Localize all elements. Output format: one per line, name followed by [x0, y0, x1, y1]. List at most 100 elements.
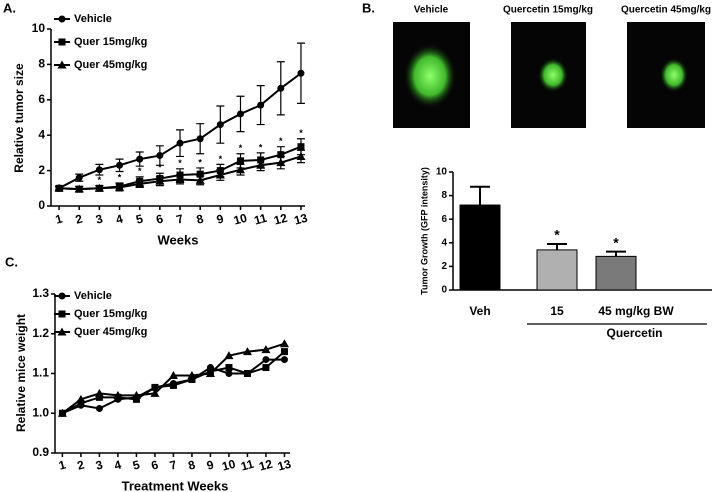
x-tick-label: 6 [150, 457, 160, 472]
significance-mark: * [158, 163, 162, 173]
legend-marker [58, 15, 66, 23]
y-tick-label: 4 [38, 127, 45, 141]
legend-marker [57, 327, 67, 336]
x-tick-label: 3 [94, 211, 104, 226]
legend-marker [57, 60, 67, 69]
bar [459, 204, 501, 291]
marker [136, 155, 144, 163]
bar [595, 255, 637, 291]
y-tick-label: 2 [38, 163, 45, 177]
x-tick-label: 3 [94, 457, 104, 472]
x-tick-label: 8 [195, 211, 205, 226]
y-tick-label: 8 [38, 57, 45, 71]
marker [176, 139, 184, 147]
x-tick-label: 45 mg/kg BW [598, 304, 674, 318]
marker [151, 383, 159, 391]
y-tick-label: 6 [38, 92, 45, 106]
x-tick-label: 12 [257, 457, 274, 474]
x-tick-label: 10 [220, 457, 237, 474]
marker [297, 143, 305, 151]
legend-label: Quer 45mg/kg [74, 326, 147, 338]
x-axis-label: Treatment Weeks [122, 478, 229, 492]
marker [95, 166, 103, 174]
marker [195, 175, 205, 184]
x-tick-label: Veh [469, 304, 490, 318]
x-tick-label: 2 [76, 457, 86, 472]
y-tick-label: 1.2 [32, 326, 49, 340]
x-tick-label: 4 [113, 457, 123, 472]
significance-mark: * [118, 172, 122, 182]
legend-label: Quer 15mg/kg [74, 308, 147, 320]
marker [225, 364, 233, 372]
x-tick-label: 13 [276, 457, 293, 474]
x-tick-label: 12 [272, 211, 289, 228]
marker [76, 394, 86, 403]
x-tick-label: 5 [134, 211, 144, 226]
error-bar [606, 250, 626, 257]
marker [296, 151, 306, 160]
y-tick-label: 8 [441, 190, 447, 201]
significance-mark: * [198, 157, 202, 167]
x-tick-label: 6 [155, 211, 165, 226]
marker [95, 404, 103, 412]
x-tick-label: 7 [175, 211, 185, 226]
significance-mark: * [613, 234, 619, 250]
x-tick-label: 9 [215, 211, 225, 226]
tumor-blob [538, 58, 568, 92]
error-bar [547, 242, 567, 250]
marker [216, 121, 224, 129]
marker [188, 375, 196, 383]
legend-label: Quer 45mg/kg [74, 59, 147, 71]
legend-marker [58, 38, 66, 46]
marker [277, 151, 285, 159]
significance-mark: * [219, 154, 223, 164]
significance-mark: * [279, 136, 283, 146]
x-tick-label: 9 [205, 457, 215, 472]
image-label: Quercetin 15mg/kg [503, 5, 593, 16]
panel-label: A. [3, 0, 16, 15]
marker [131, 390, 141, 399]
marker [243, 370, 251, 377]
y-tick-label: 4 [441, 237, 447, 248]
marker [215, 170, 225, 179]
bar [536, 249, 578, 291]
y-tick-label: 0.9 [32, 445, 49, 459]
marker [280, 356, 288, 364]
marker [277, 84, 285, 92]
significance-mark: * [138, 166, 142, 176]
marker [280, 348, 288, 356]
x-tick-label: 11 [252, 211, 268, 228]
legend-marker [58, 310, 66, 318]
x-tick-label: 11 [239, 457, 255, 474]
marker [235, 165, 245, 174]
marker [236, 110, 244, 118]
marker [276, 158, 286, 167]
significance-mark: * [178, 158, 182, 168]
marker [175, 174, 185, 183]
y-axis-label: Relative mice weight [14, 314, 28, 432]
marker [257, 101, 265, 109]
x-tick-label: 10 [232, 211, 249, 228]
marker [196, 170, 204, 178]
x-tick-label: 1 [57, 457, 67, 472]
marker [205, 369, 215, 377]
x-tick-label: 15 [550, 304, 564, 318]
significance-mark: * [239, 143, 243, 153]
x-tick-label: 7 [168, 457, 178, 472]
legend-label: Vehicle [74, 290, 112, 302]
marker [187, 370, 197, 379]
marker [135, 179, 145, 188]
marker [261, 345, 271, 354]
marker [54, 183, 64, 192]
error-bar [470, 185, 490, 206]
marker [262, 364, 270, 372]
significance-mark: * [299, 128, 303, 138]
x-axis-label: Weeks [158, 232, 199, 247]
marker [242, 347, 252, 356]
y-tick-label: 10 [436, 167, 448, 178]
significance-mark: * [98, 175, 102, 185]
y-axis-label: Relative tumor size [12, 63, 26, 173]
significance-mark: * [259, 142, 263, 152]
y-tick-label: 0 [38, 198, 45, 212]
x-tick-label: 4 [114, 211, 124, 226]
